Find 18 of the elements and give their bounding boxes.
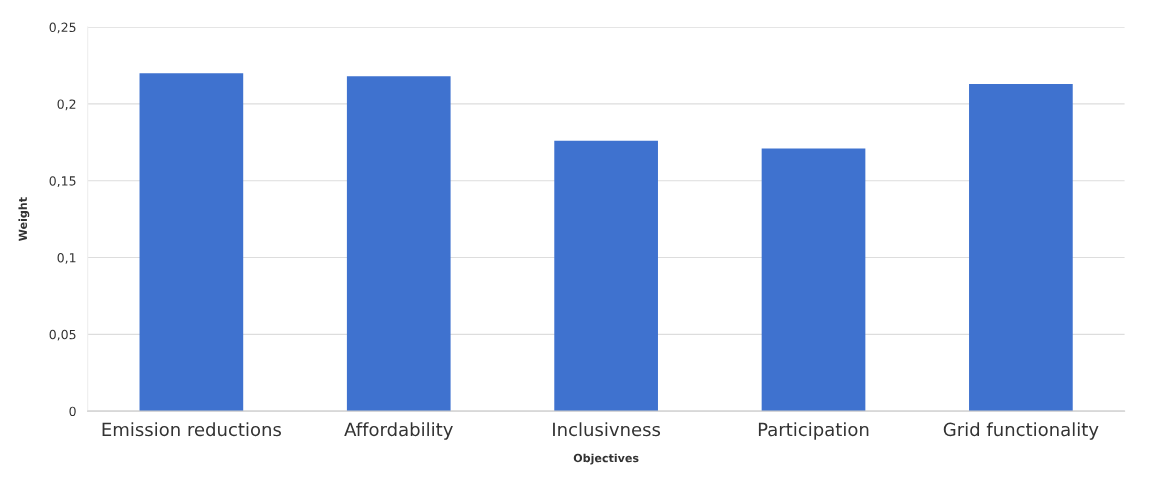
x-tick-label: Emission reductions bbox=[102, 422, 281, 437]
y-tick-label: 0,1 bbox=[57, 253, 76, 264]
bar bbox=[346, 76, 451, 412]
bar bbox=[761, 148, 866, 412]
y-tick-label: 0,25 bbox=[49, 22, 76, 34]
bar bbox=[554, 140, 658, 412]
y-tick-label: 0,15 bbox=[49, 176, 76, 187]
y-tick-label: 0 bbox=[69, 406, 76, 417]
x-axis-title: Objectives bbox=[573, 453, 639, 465]
x-tick-label: Participation bbox=[758, 422, 869, 440]
y-tick-label: 0,05 bbox=[49, 329, 76, 341]
x-tick-label: Inclusivness bbox=[553, 422, 661, 437]
y-tick-label: 0,2 bbox=[57, 99, 76, 111]
x-tick-label: Grid functionality bbox=[943, 422, 1099, 440]
y-axis-title: Weight bbox=[18, 197, 30, 241]
bar bbox=[969, 83, 1073, 412]
bar bbox=[139, 73, 244, 412]
x-tick-label: Affordability bbox=[344, 422, 453, 440]
